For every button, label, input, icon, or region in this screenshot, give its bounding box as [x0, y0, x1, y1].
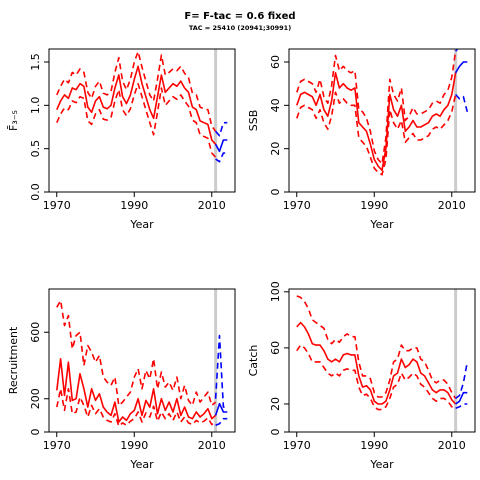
x-axis-label: Year: [369, 458, 394, 471]
x-tick-label: 1990: [120, 199, 148, 212]
panel-ssb: 1970 1990 2010 0 20 40 60 Year SSB: [247, 48, 476, 231]
x-tick-label: 2010: [198, 439, 226, 452]
y-tick-label: 100: [269, 281, 282, 302]
y-tick-label: 200: [29, 388, 42, 409]
x-tick-label: 1990: [120, 439, 148, 452]
plot-frame-recruitment: [48, 288, 236, 433]
plot-frame-catch: [288, 288, 476, 433]
x-tick-label: 2010: [198, 199, 226, 212]
history-median-line: [296, 321, 457, 405]
y-axis-label: Catch: [247, 345, 260, 377]
x-axis-label: Year: [369, 218, 394, 231]
y-tick-label: 0.0: [29, 183, 42, 201]
history-upper-line: [56, 299, 217, 407]
series-group-ssb: [296, 49, 469, 176]
plot-frame-fbar: [48, 48, 236, 193]
projection-lower-line: [215, 417, 228, 427]
y-axis-label: Recruitment: [7, 326, 20, 394]
x-tick-label: 1970: [43, 199, 71, 212]
y-tick-label: 1.5: [29, 53, 42, 71]
y-axis-label: SSB: [247, 110, 260, 132]
y-tick-label: 1.0: [29, 97, 42, 115]
y-tick-label: 600: [29, 322, 42, 343]
x-axis-label: Year: [129, 218, 154, 231]
projection-upper-line: [215, 121, 228, 137]
plot-frame-ssb: [288, 48, 476, 193]
projection-upper-line: [455, 361, 469, 400]
projection-lower-line: [215, 152, 228, 163]
history-lower-line: [56, 387, 217, 428]
projection-upper-line: [214, 334, 228, 408]
projection-median-line: [214, 402, 228, 416]
projection-median-line: [454, 61, 468, 74]
history-upper-line: [296, 51, 457, 165]
projection-median-line: [455, 391, 468, 405]
history-lower-line: [296, 91, 457, 176]
x-tick-label: 2010: [438, 199, 466, 212]
history-upper-line: [296, 295, 457, 399]
y-tick-label: 20: [269, 142, 282, 156]
history-median-line: [56, 357, 217, 423]
y-tick-label: 40: [269, 98, 282, 112]
y-axis-label: F̄₃₋₅: [7, 110, 20, 131]
y-tick-label: 20: [269, 397, 282, 411]
x-axis-label: Year: [129, 458, 154, 471]
panel-recruitment: 1970 1990 2010 0 200 600 Year Recruitment: [7, 288, 236, 471]
y-tick-label: 0.5: [29, 140, 42, 158]
series-group-recruitment: [56, 299, 228, 428]
y-tick-label: 0: [269, 429, 282, 436]
x-tick-label: 1990: [360, 439, 388, 452]
x-tick-label: 1970: [43, 439, 71, 452]
x-tick-label: 1970: [283, 199, 311, 212]
y-tick-label: 60: [269, 55, 282, 69]
history-lower-line: [56, 82, 217, 158]
projection-median-line: [214, 139, 228, 153]
panel-catch: 1970 1990 2010 0 20 60 100 Year Catch: [247, 281, 476, 471]
x-tick-label: 2010: [438, 439, 466, 452]
projection-lower-line: [455, 403, 468, 409]
chart-subtitle: TAC = 25410 (20941;30991): [188, 24, 292, 32]
y-tick-label: 60: [269, 341, 282, 355]
y-tick-label: 0: [29, 429, 42, 436]
panel-fbar: 1970 1990 2010 0.0 0.5 1.0 1.5 Year F̄₃₋₅: [7, 48, 236, 231]
x-tick-label: 1990: [360, 199, 388, 212]
x-tick-label: 1970: [283, 439, 311, 452]
series-group-catch: [296, 295, 469, 411]
series-group-fbar: [56, 50, 228, 163]
projection-lower-line: [455, 93, 469, 113]
history-lower-line: [296, 344, 456, 411]
y-tick-label: 0: [269, 189, 282, 196]
chart-title: F= F-tac = 0.6 fixed: [184, 11, 296, 22]
history-median-line: [56, 65, 217, 145]
history-median-line: [296, 72, 457, 172]
history-upper-line: [56, 50, 217, 132]
